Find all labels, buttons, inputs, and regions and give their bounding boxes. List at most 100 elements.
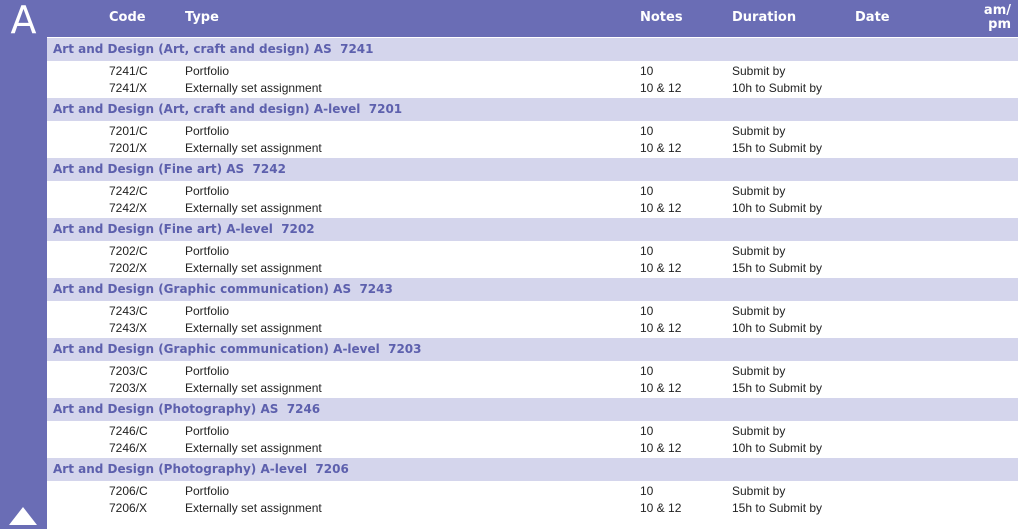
table-header: Code Type Notes Duration Date am/pm xyxy=(47,0,1018,37)
cell-duration: 10h to Submit by xyxy=(732,441,823,455)
cell-duration: 10h to Submit by xyxy=(732,201,823,215)
section-title: Art and Design (Art, craft and design) A… xyxy=(47,98,1018,121)
section-title: Art and Design (Art, craft and design) A… xyxy=(47,38,1018,61)
cell-type: Portfolio xyxy=(185,484,230,498)
cell-duration: 15h to Submit by xyxy=(732,141,823,155)
index-letter: A xyxy=(10,0,37,42)
table-row: 7246/C Portfolio 10 Submit by xyxy=(47,423,1018,439)
cell-duration: Submit by xyxy=(732,304,786,318)
section: Art and Design (Photography) A-level 720… xyxy=(47,458,1018,518)
cell-type: Portfolio xyxy=(185,304,230,318)
cell-notes: 10 & 12 xyxy=(640,381,682,395)
cell-code: 7206/C xyxy=(109,484,148,498)
cell-notes: 10 & 12 xyxy=(640,81,682,95)
cell-code: 7201/C xyxy=(109,124,148,138)
cell-type: Portfolio xyxy=(185,184,230,198)
cell-type: Portfolio xyxy=(185,424,230,438)
cell-type: Externally set assignment xyxy=(185,141,322,155)
cell-duration: Submit by xyxy=(732,244,786,258)
cell-duration: Submit by xyxy=(732,484,786,498)
header-date: Date xyxy=(855,10,890,25)
cell-code: 7243/C xyxy=(109,304,148,318)
table-row: 7243/C Portfolio 10 Submit by xyxy=(47,303,1018,319)
cell-notes: 10 xyxy=(640,484,654,498)
section: Art and Design (Fine art) A-level 7202 72… xyxy=(47,218,1018,278)
cell-type: Portfolio xyxy=(185,124,230,138)
triangle-up-icon[interactable] xyxy=(9,507,37,525)
cell-code: 7202/X xyxy=(109,261,148,275)
section: Art and Design (Art, craft and design) A… xyxy=(47,38,1018,98)
section-title: Art and Design (Fine art) A-level 7202 xyxy=(47,218,1018,241)
table-row: 7201/C Portfolio 10 Submit by xyxy=(47,123,1018,139)
table-row: 7243/X Externally set assignment 10 & 12 10… xyxy=(47,320,1018,336)
section-title: Art and Design (Graphic communication) A… xyxy=(47,278,1018,301)
section: Art and Design (Graphic communication) A… xyxy=(47,338,1018,398)
cell-duration: Submit by xyxy=(732,184,786,198)
table-row: 7202/C Portfolio 10 Submit by xyxy=(47,243,1018,259)
table-row: 7206/C Portfolio 10 Submit by xyxy=(47,483,1018,499)
cell-type: Externally set assignment xyxy=(185,321,322,335)
section-title: Art and Design (Photography) AS 7246 xyxy=(47,398,1018,421)
cell-notes: 10 & 12 xyxy=(640,501,682,515)
table-row: 7201/X Externally set assignment 10 & 12 15… xyxy=(47,140,1018,156)
header-notes: Notes xyxy=(640,10,683,25)
cell-duration: Submit by xyxy=(732,124,786,138)
header-code: Code xyxy=(109,10,146,25)
cell-notes: 10 & 12 xyxy=(640,321,682,335)
section: Art and Design (Fine art) AS 7242 7242/C P… xyxy=(47,158,1018,218)
index-letter-bar: A xyxy=(0,0,47,529)
cell-notes: 10 xyxy=(640,304,654,318)
cell-code: 7201/X xyxy=(109,141,148,155)
cell-notes: 10 xyxy=(640,364,654,378)
cell-code: 7241/C xyxy=(109,64,148,78)
section-title: Art and Design (Fine art) AS 7242 xyxy=(47,158,1018,181)
cell-type: Externally set assignment xyxy=(185,81,322,95)
table-row: 7242/C Portfolio 10 Submit by xyxy=(47,183,1018,199)
cell-duration: 15h to Submit by xyxy=(732,501,823,515)
cell-duration: 15h to Submit by xyxy=(732,261,823,275)
table-row: 7241/X Externally set assignment 10 & 12 10… xyxy=(47,80,1018,96)
cell-code: 7206/X xyxy=(109,501,148,515)
section: Art and Design (Graphic communication) A… xyxy=(47,278,1018,338)
cell-code: 7246/X xyxy=(109,441,148,455)
table-row: 7242/X Externally set assignment 10 & 12 10… xyxy=(47,200,1018,216)
cell-type: Portfolio xyxy=(185,64,230,78)
cell-duration: 15h to Submit by xyxy=(732,381,823,395)
cell-duration: Submit by xyxy=(732,64,786,78)
table-row: 7206/X Externally set assignment 10 & 12 15… xyxy=(47,500,1018,516)
cell-type: Externally set assignment xyxy=(185,201,322,215)
cell-type: Portfolio xyxy=(185,244,230,258)
table-row: 7246/X Externally set assignment 10 & 12 10… xyxy=(47,440,1018,456)
header-duration: Duration xyxy=(732,10,797,25)
section-title: Art and Design (Graphic communication) A… xyxy=(47,338,1018,361)
section: Art and Design (Art, craft and design) A… xyxy=(47,98,1018,158)
section-title: Art and Design (Photography) A-level 720… xyxy=(47,458,1018,481)
cell-duration: Submit by xyxy=(732,364,786,378)
table-row: 7241/C Portfolio 10 Submit by xyxy=(47,63,1018,79)
cell-notes: 10 xyxy=(640,424,654,438)
cell-duration: 10h to Submit by xyxy=(732,81,823,95)
cell-duration: Submit by xyxy=(732,424,786,438)
header-type: Type xyxy=(185,10,219,25)
cell-notes: 10 & 12 xyxy=(640,201,682,215)
cell-code: 7203/X xyxy=(109,381,148,395)
cell-type: Externally set assignment xyxy=(185,381,322,395)
section: Art and Design (Photography) AS 7246 7246… xyxy=(47,398,1018,458)
cell-type: Portfolio xyxy=(185,364,230,378)
cell-code: 7246/C xyxy=(109,424,148,438)
cell-type: Externally set assignment xyxy=(185,441,322,455)
cell-notes: 10 & 12 xyxy=(640,261,682,275)
cell-code: 7242/C xyxy=(109,184,148,198)
cell-type: Externally set assignment xyxy=(185,501,322,515)
cell-code: 7243/X xyxy=(109,321,148,335)
table-row: 7202/X Externally set assignment 10 & 12 15… xyxy=(47,260,1018,276)
header-ampm: am/pm xyxy=(984,4,1011,32)
cell-notes: 10 xyxy=(640,184,654,198)
cell-duration: 10h to Submit by xyxy=(732,321,823,335)
cell-code: 7242/X xyxy=(109,201,148,215)
cell-notes: 10 xyxy=(640,64,654,78)
table-row: 7203/C Portfolio 10 Submit by xyxy=(47,363,1018,379)
cell-notes: 10 & 12 xyxy=(640,441,682,455)
cell-code: 7202/C xyxy=(109,244,148,258)
cell-notes: 10 & 12 xyxy=(640,141,682,155)
